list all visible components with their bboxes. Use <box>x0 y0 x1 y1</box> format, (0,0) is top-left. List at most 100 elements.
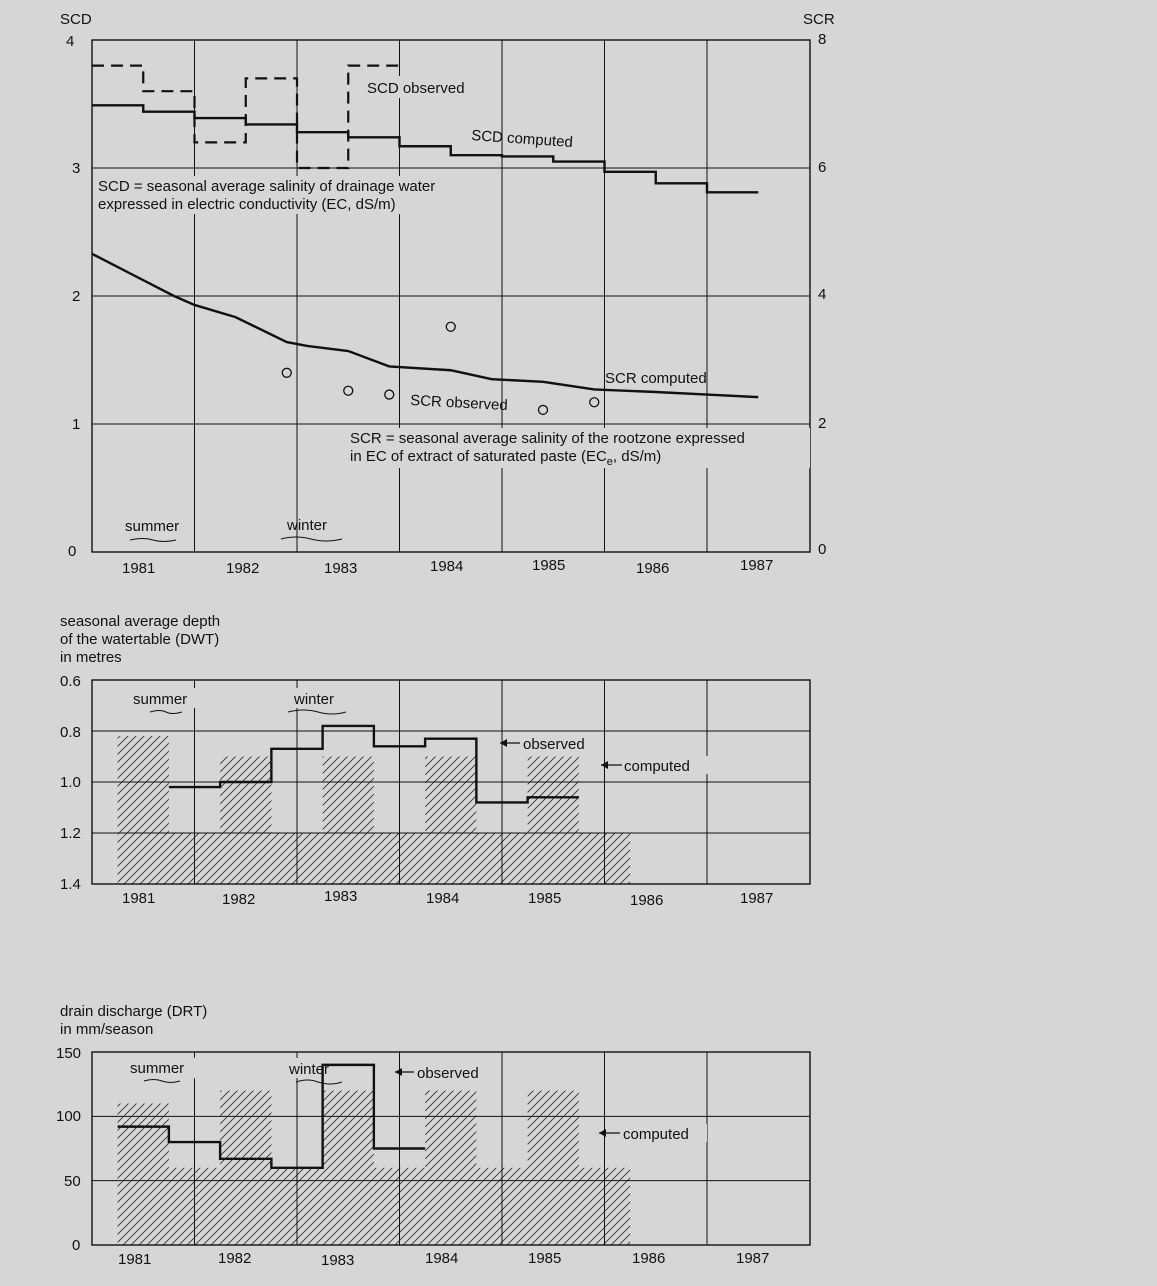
x-tick: 1981 <box>118 1251 151 1268</box>
x-tick: 1985 <box>528 1250 561 1267</box>
computed-bar <box>220 756 272 884</box>
scr-tick: 8 <box>818 31 826 48</box>
summer-label: summer <box>125 518 179 535</box>
x-tick: 1982 <box>226 560 259 577</box>
arrow-icon <box>395 1068 402 1076</box>
label-backdrop <box>284 1058 346 1078</box>
scd-definition-line-2: expressed in electric conductivity (EC, … <box>98 196 396 213</box>
computed-bar <box>322 1090 374 1245</box>
x-tick: 1981 <box>122 890 155 907</box>
label-backdrop <box>621 1124 707 1142</box>
winter-brace <box>280 536 343 542</box>
dwt-tick: 1.2 <box>60 825 81 842</box>
scr-observed-point <box>384 389 395 400</box>
x-tick: 1981 <box>122 560 155 577</box>
scr-tick: 0 <box>818 541 826 558</box>
dwt-computed-label: computed <box>624 758 690 775</box>
discharge-panel: drain discharge (DRT) in mm/season 150 1… <box>56 1003 811 1269</box>
summer-brace <box>143 1079 181 1083</box>
summer-label: summer <box>130 1060 184 1077</box>
winter-label: winter <box>293 691 334 708</box>
scr-observed-label: SCR observed <box>410 392 508 414</box>
drt-axis-label-line-2: in mm/season <box>60 1021 153 1038</box>
dwt-axis-label-line-3: in metres <box>60 649 122 666</box>
dwt-tick: 0.6 <box>60 673 81 690</box>
winter-label: winter <box>286 517 327 534</box>
dwt-axis-label-line-1: seasonal average depth <box>60 613 220 630</box>
x-tick: 1984 <box>425 1250 458 1267</box>
scr-definition-line-1: SCR = seasonal average salinity of the r… <box>350 430 745 447</box>
scd-tick: 2 <box>72 288 80 305</box>
salinity-plot-frame <box>91 39 811 553</box>
dwt-observed-label: observed <box>523 736 585 753</box>
scr-tick-labels: 8 6 4 2 0 <box>818 31 826 558</box>
x-tick: 1986 <box>636 560 669 577</box>
x-tick: 1987 <box>740 890 773 907</box>
computed-bar <box>527 1090 579 1245</box>
summer-label: summer <box>133 691 187 708</box>
winter-label: winter <box>288 1061 329 1078</box>
drt-observed-line <box>117 1063 426 1169</box>
label-backdrop <box>124 1058 200 1078</box>
label-backdrop <box>288 688 350 708</box>
label-backdrop <box>415 1063 495 1081</box>
x-tick: 1984 <box>426 890 459 907</box>
computed-bar <box>527 756 579 884</box>
dwt-x-tick-labels: 1981 1982 1983 1984 1985 1986 1987 <box>122 888 773 909</box>
x-tick: 1987 <box>736 1250 769 1267</box>
drt-tick: 100 <box>56 1108 81 1125</box>
scd-computed-line <box>92 104 759 194</box>
label-backdrop <box>94 176 480 214</box>
computed-bar <box>117 736 169 884</box>
x-tick: 1987 <box>740 557 773 574</box>
summer-brace <box>149 710 183 714</box>
scr-tick: 4 <box>818 286 826 303</box>
salinity-grid <box>92 40 810 552</box>
dwt-grid <box>92 680 810 884</box>
drt-x-tick-labels: 1981 1982 1983 1984 1985 1986 1987 <box>118 1250 769 1269</box>
arrow-icon <box>601 761 608 769</box>
computed-bar <box>425 756 477 884</box>
drt-tick: 150 <box>56 1045 81 1062</box>
scr-observed-point <box>281 367 292 378</box>
scd-definition-line-1: SCD = seasonal average salinity of drain… <box>98 178 435 195</box>
drt-grid <box>92 1052 810 1245</box>
scd-axis-label: SCD <box>60 11 92 28</box>
winter-brace <box>295 1079 343 1085</box>
drt-axis-label-line-1: drain discharge (DRT) <box>60 1003 207 1020</box>
summer-brace <box>129 538 177 542</box>
drt-observed-label: observed <box>417 1065 479 1082</box>
dwt-plot-frame <box>91 679 811 885</box>
drt-tick: 0 <box>72 1237 80 1254</box>
label-backdrop <box>360 76 482 98</box>
computed-bar <box>425 1090 477 1245</box>
computed-bar <box>117 1103 169 1245</box>
x-tick: 1984 <box>430 558 463 575</box>
scr-definition-line-2: in EC of extract of saturated paste (ECe… <box>350 448 661 468</box>
dwt-tick-labels: 0.6 0.8 1.0 1.2 1.4 <box>60 673 81 893</box>
watertable-panel: seasonal average depth of the watertable… <box>60 613 811 909</box>
computed-bar <box>220 1090 272 1245</box>
scd-tick-labels: 4 3 2 1 0 <box>66 33 80 560</box>
scr-computed-line <box>91 252 759 399</box>
dwt-tick: 0.8 <box>60 724 81 741</box>
label-backdrop <box>521 734 601 752</box>
scr-tick: 2 <box>818 415 826 432</box>
scd-observed-line <box>92 64 400 170</box>
scr-observed-markers <box>281 321 600 416</box>
x-tick: 1985 <box>532 557 565 574</box>
x-tick: 1983 <box>321 1252 354 1269</box>
scr-axis-label: SCR <box>803 11 835 28</box>
x-tick: 1982 <box>218 1250 251 1267</box>
arrow-icon <box>599 1129 606 1137</box>
dwt-axis-label-line-2: of the watertable (DWT) <box>60 631 219 648</box>
scd-tick: 1 <box>72 416 80 433</box>
salinity-panel: SCD SCR 4 3 2 1 0 8 6 4 2 0 1981 1982 19… <box>60 11 835 577</box>
scr-observed-point <box>537 404 549 416</box>
x-tick: 1983 <box>324 888 357 905</box>
x-tick: 1982 <box>222 891 255 908</box>
x-tick: 1985 <box>528 890 561 907</box>
scr-observed-point <box>343 385 354 396</box>
scd-computed-label: SCD computed <box>471 127 574 151</box>
